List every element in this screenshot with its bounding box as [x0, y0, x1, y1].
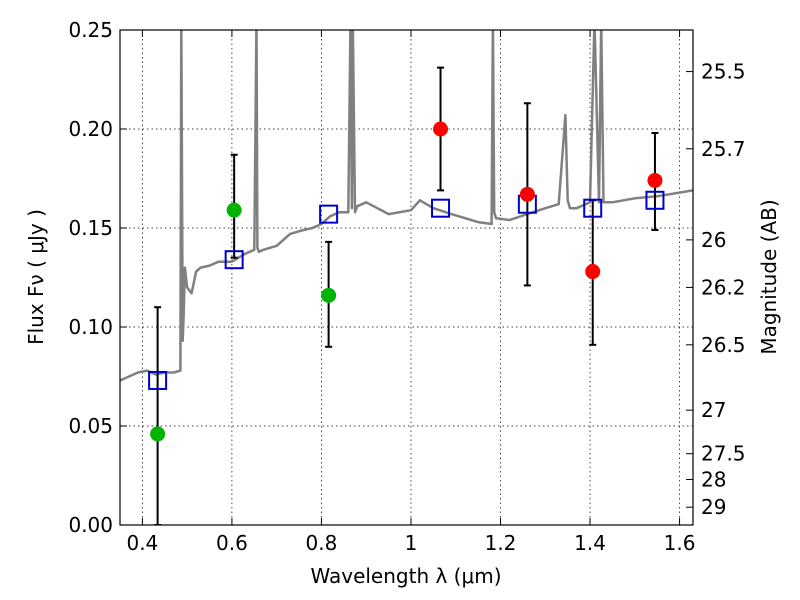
observed-point-green — [226, 202, 242, 218]
observed-point-red — [585, 264, 601, 280]
model-point-square — [319, 204, 339, 224]
model-points-layer — [148, 190, 665, 390]
y-tick-label: 0.20 — [68, 117, 113, 141]
x-tick-label: 0.4 — [126, 531, 158, 555]
observed-points-layer — [150, 121, 663, 442]
x-tick-label: 1 — [405, 531, 418, 555]
y2-tick-label: 25.7 — [701, 137, 746, 161]
y-tick-label: 0.00 — [68, 513, 113, 537]
plot-frame — [119, 29, 694, 526]
grid — [120, 29, 693, 526]
spectrum-line — [120, 30, 693, 382]
observed-point-red — [433, 121, 449, 137]
y2-tick-label: 26.2 — [701, 275, 746, 299]
model-point-square — [645, 190, 665, 210]
y-tick-label: 0.10 — [68, 315, 113, 339]
observed-point-red — [519, 186, 535, 202]
x-tick-label: 0.6 — [216, 531, 248, 555]
model-point-square — [224, 250, 244, 270]
y-tick-label: 0.05 — [68, 414, 113, 438]
errorbar-layer — [154, 66, 659, 525]
y2-tick-label: 29 — [701, 495, 726, 519]
x-tick-label: 1.2 — [485, 531, 517, 555]
y-tick-label: 0.15 — [68, 216, 113, 240]
y2-tick-label: 26 — [701, 228, 726, 252]
y2-tick-label: 28 — [701, 467, 726, 491]
plot-area — [120, 30, 693, 525]
model-point-square — [431, 198, 451, 218]
x-axis-label: Wavelength λ (μm) — [310, 564, 501, 588]
spectrum-layer — [120, 30, 693, 382]
y-axis-label: Flux Fν ( μJy ) — [24, 209, 48, 345]
x-tick-label: 0.8 — [306, 531, 338, 555]
y2-axis-label: Magnitude (AB) — [757, 199, 781, 354]
y2-tick-label: 26.5 — [701, 333, 746, 357]
observed-point-green — [321, 287, 337, 303]
y-tick-label: 0.25 — [68, 18, 113, 42]
observed-point-green — [150, 426, 166, 442]
model-point-square — [148, 370, 168, 390]
x-tick-label: 1.6 — [664, 531, 696, 555]
x-tick-label: 1.4 — [574, 531, 606, 555]
y2-tick-label: 27.5 — [701, 442, 746, 466]
y2-tick-label: 27 — [701, 398, 726, 422]
observed-point-red — [647, 172, 663, 188]
y2-tick-label: 25.5 — [701, 60, 746, 84]
model-point-square — [583, 198, 603, 218]
ticks: 0.4 0.6 0.8 1 1.2 1.4 1.6 0.00 0.05 0.10 0.15 0.20 0… — [68, 18, 745, 555]
